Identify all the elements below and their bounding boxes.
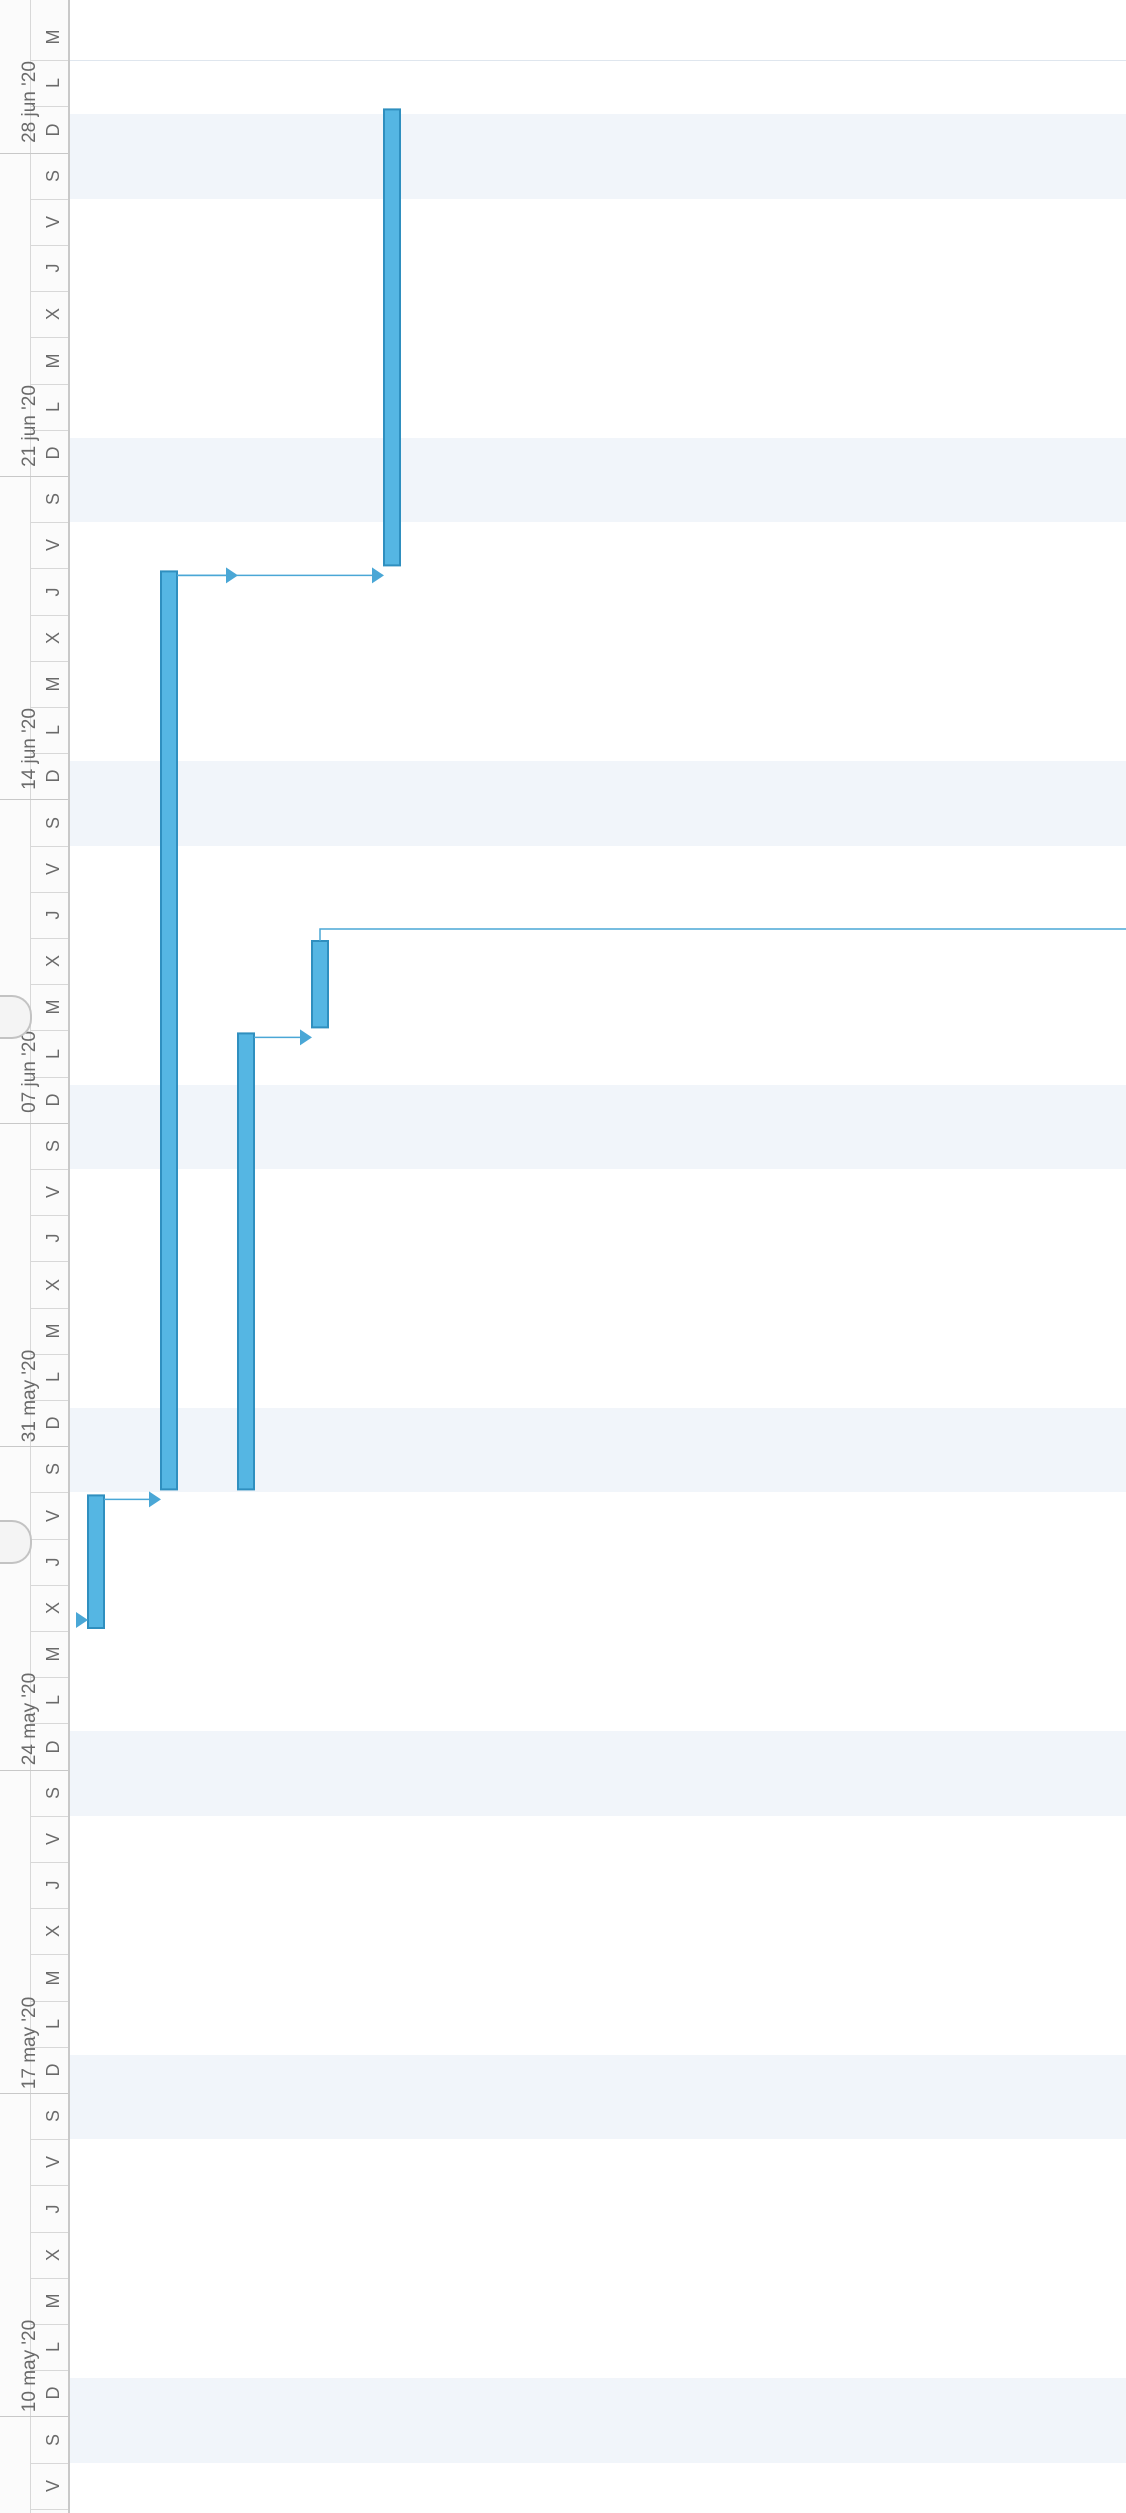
day-tick [30, 2231, 68, 2233]
day-tick [30, 106, 68, 108]
left-scroll-knob-upper[interactable] [0, 995, 32, 1039]
weekend-band [70, 437, 1126, 523]
task-bar-task-1[interactable] [87, 1494, 105, 1630]
day-tick [30, 2000, 68, 2002]
day-tick [30, 291, 68, 293]
dependency-link-offscreen [319, 928, 1126, 941]
week-tick [0, 2416, 68, 2418]
day-tick [30, 383, 68, 385]
dependency-arrow [76, 1612, 88, 1628]
day-tick [30, 1631, 68, 1632]
day-tick [30, 938, 68, 939]
weekend-band [70, 2054, 1126, 2140]
task-bar-task-4[interactable] [311, 940, 329, 1029]
task-bar-task-5[interactable] [383, 108, 401, 567]
day-tick [30, 1538, 68, 1540]
day-tick [30, 245, 68, 246]
day-tick [30, 2324, 68, 2325]
task-bar-task-2[interactable] [160, 570, 178, 1491]
week-tick [0, 799, 68, 801]
day-tick [30, 1215, 68, 1217]
day-tick [30, 1076, 68, 1078]
weekend-band [70, 1731, 1126, 1816]
day-tick [30, 1723, 68, 1725]
week-tick [0, 476, 68, 477]
week-tick [0, 1769, 68, 1771]
week-tick [0, 1122, 68, 1124]
day-tick [30, 753, 68, 755]
day-tick [30, 1307, 68, 1309]
day-tick [30, 614, 68, 616]
timescale-divider [30, 0, 31, 2513]
week-tick [0, 2093, 68, 2094]
day-tick [30, 2277, 68, 2279]
day-tick [30, 1492, 68, 1494]
day-tick [30, 1815, 68, 1817]
day-tick [30, 1400, 68, 1401]
dependency-arrow [372, 567, 384, 584]
weekend-band [70, 114, 1126, 199]
grid-top-line [70, 60, 1126, 61]
task-bar-task-3[interactable] [237, 1032, 255, 1491]
dependency-arrow [300, 1029, 312, 1046]
day-tick [30, 2046, 68, 2048]
weekend-band [70, 2378, 1126, 2463]
day-tick [30, 1261, 68, 1263]
weekend-band [70, 761, 1126, 846]
day-tick [30, 707, 68, 708]
day-tick [30, 984, 68, 986]
day-tick [30, 568, 68, 570]
day-tick [30, 1353, 68, 1355]
day-tick [30, 1908, 68, 1910]
dependency-arrow [149, 1491, 161, 1508]
day-tick [30, 1862, 68, 1863]
day-tick [30, 1584, 68, 1586]
day-tick [30, 337, 68, 339]
day-tick [30, 2508, 68, 2510]
day-tick [30, 522, 68, 524]
day-tick [30, 2462, 68, 2464]
day-tick [30, 1954, 68, 1956]
day-tick [30, 60, 68, 62]
left-scroll-knob-lower[interactable] [0, 1520, 32, 1564]
day-tick [30, 1169, 68, 1170]
day-tick [30, 891, 68, 893]
gantt-grid [70, 0, 1126, 2513]
day-tick [30, 1677, 68, 1679]
day-tick [30, 198, 68, 200]
week-tick [0, 152, 68, 154]
day-tick [30, 845, 68, 847]
week-tick [0, 1446, 68, 1448]
day-tick [30, 2185, 68, 2187]
day-tick [30, 429, 68, 431]
day-tick [30, 660, 68, 662]
day-tick [30, 1030, 68, 1032]
day-tick [30, 2370, 68, 2372]
day-tick [30, 2139, 68, 2141]
